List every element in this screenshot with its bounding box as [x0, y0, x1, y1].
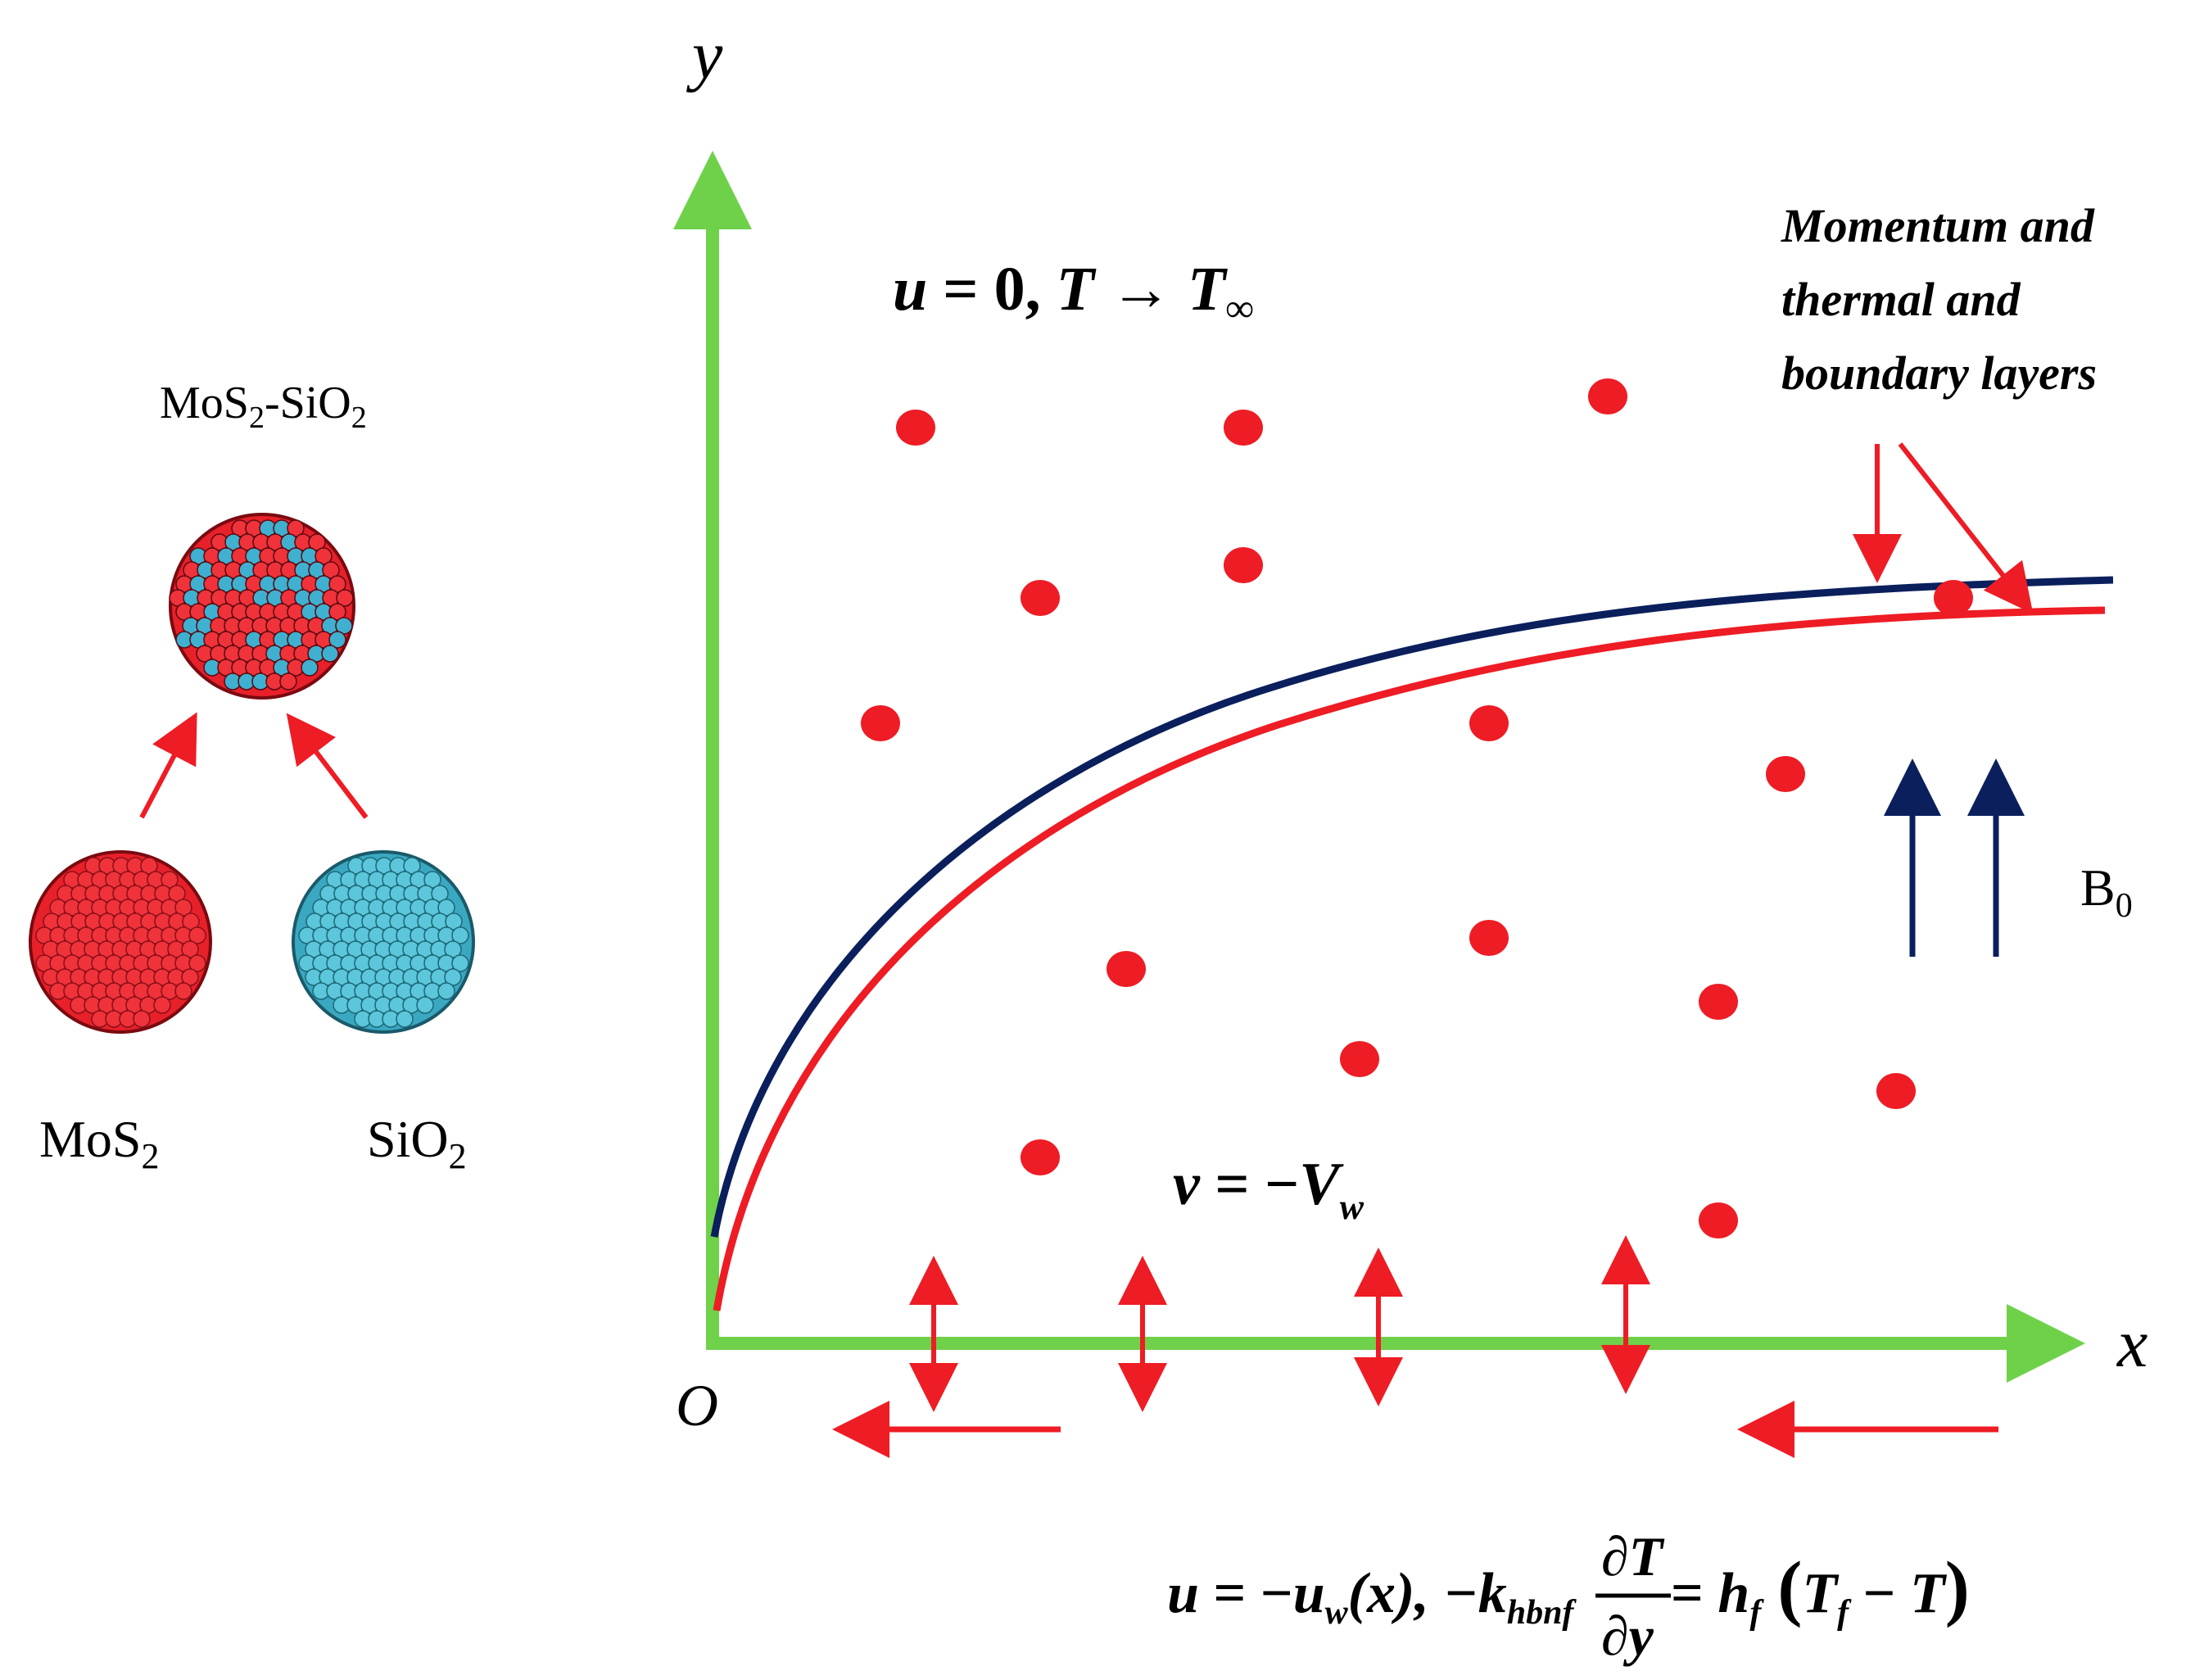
particle-dot [896, 410, 935, 446]
hybrid-nanoparticle-sphere [169, 513, 355, 700]
particle-dot [1699, 984, 1738, 1020]
thermal-boundary-layer-curve [713, 606, 2106, 1311]
hybrid-nanoparticle-label: MoS2-SiO2 [160, 378, 367, 435]
boundary-layers-line1: Momentum and [1781, 199, 2095, 252]
mos2-to-hybrid-arrow [139, 712, 197, 819]
nanoparticle-panel: MoS2-SiO2 MoS2 SiO2 [29, 378, 475, 1176]
particle-dot [1876, 1073, 1916, 1109]
fraction-numerator: ∂T [1601, 1525, 1665, 1587]
particle-dot [1934, 580, 1973, 616]
mos2-nanoparticle-sphere [29, 850, 212, 1034]
origin-label: O [676, 1373, 718, 1438]
wall-suction-arrows [909, 1235, 1650, 1412]
sphere-grain [328, 631, 346, 649]
axes [673, 151, 2085, 1383]
momentum-boundary-layer-curve [710, 576, 2114, 1238]
particle-dot [1469, 920, 1509, 956]
boundary-layers-annotation: Momentum and thermal and boundary layers [1781, 199, 2097, 400]
particle-dot [1340, 1041, 1379, 1077]
sphere-grain [451, 954, 469, 972]
sio2-to-hybrid-arrow [286, 713, 369, 819]
particle-dot [1766, 756, 1805, 792]
x-axis-label: x [2116, 1306, 2147, 1382]
boundary-condition-left: u = −uw(x), −khbnf [1167, 1562, 1577, 1632]
sphere-grain [301, 659, 319, 677]
sphere-grain [133, 1010, 151, 1028]
sphere-grain [174, 982, 192, 1000]
sphere-grain [437, 982, 455, 1000]
magnetic-field-label: B0 [2080, 858, 2133, 925]
sphere-grain [188, 954, 206, 972]
boundary-layers-line3: boundary layers [1781, 346, 2097, 400]
boundary-layers-line2: thermal and [1781, 273, 2021, 326]
sphere-grain [153, 996, 171, 1014]
particle-dot [1021, 1139, 1060, 1175]
mos2-label: MoS2 [39, 1110, 160, 1176]
sphere-grain [451, 926, 469, 944]
sio2-label: SiO2 [367, 1110, 467, 1176]
boundary-condition-equation: u = −uw(x), −khbnf ∂T ∂y = hf (Tf − T) [1167, 1525, 1970, 1667]
sphere-grain [279, 672, 297, 691]
boundary-condition-right: = hf (Tf − T) [1671, 1547, 1970, 1632]
sphere-grain [188, 926, 206, 944]
wall-suction-condition: v = −Vw [1173, 1151, 1365, 1227]
sio2-nanoparticle-sphere [292, 850, 475, 1034]
far-field-condition: u = 0, T → T∞ [893, 255, 1254, 330]
sphere-grain [416, 996, 434, 1014]
thermal-layer-pointer-arrow [1898, 442, 2034, 614]
particle-dot [1224, 547, 1263, 583]
sphere-grain [336, 589, 354, 607]
sphere-grain [396, 1010, 414, 1028]
particle-dot [1021, 580, 1060, 616]
fraction-denominator: ∂y [1601, 1605, 1654, 1667]
particle-dot [1588, 378, 1627, 414]
sphere-grain [321, 645, 339, 663]
y-axis-label: y [686, 17, 723, 93]
nanoparticle-dots [861, 378, 1973, 1238]
particle-dot [861, 705, 900, 741]
particle-dot [1107, 951, 1146, 987]
particle-dot [1469, 705, 1509, 741]
particle-dot [1699, 1202, 1738, 1238]
particle-dot [1224, 410, 1263, 446]
